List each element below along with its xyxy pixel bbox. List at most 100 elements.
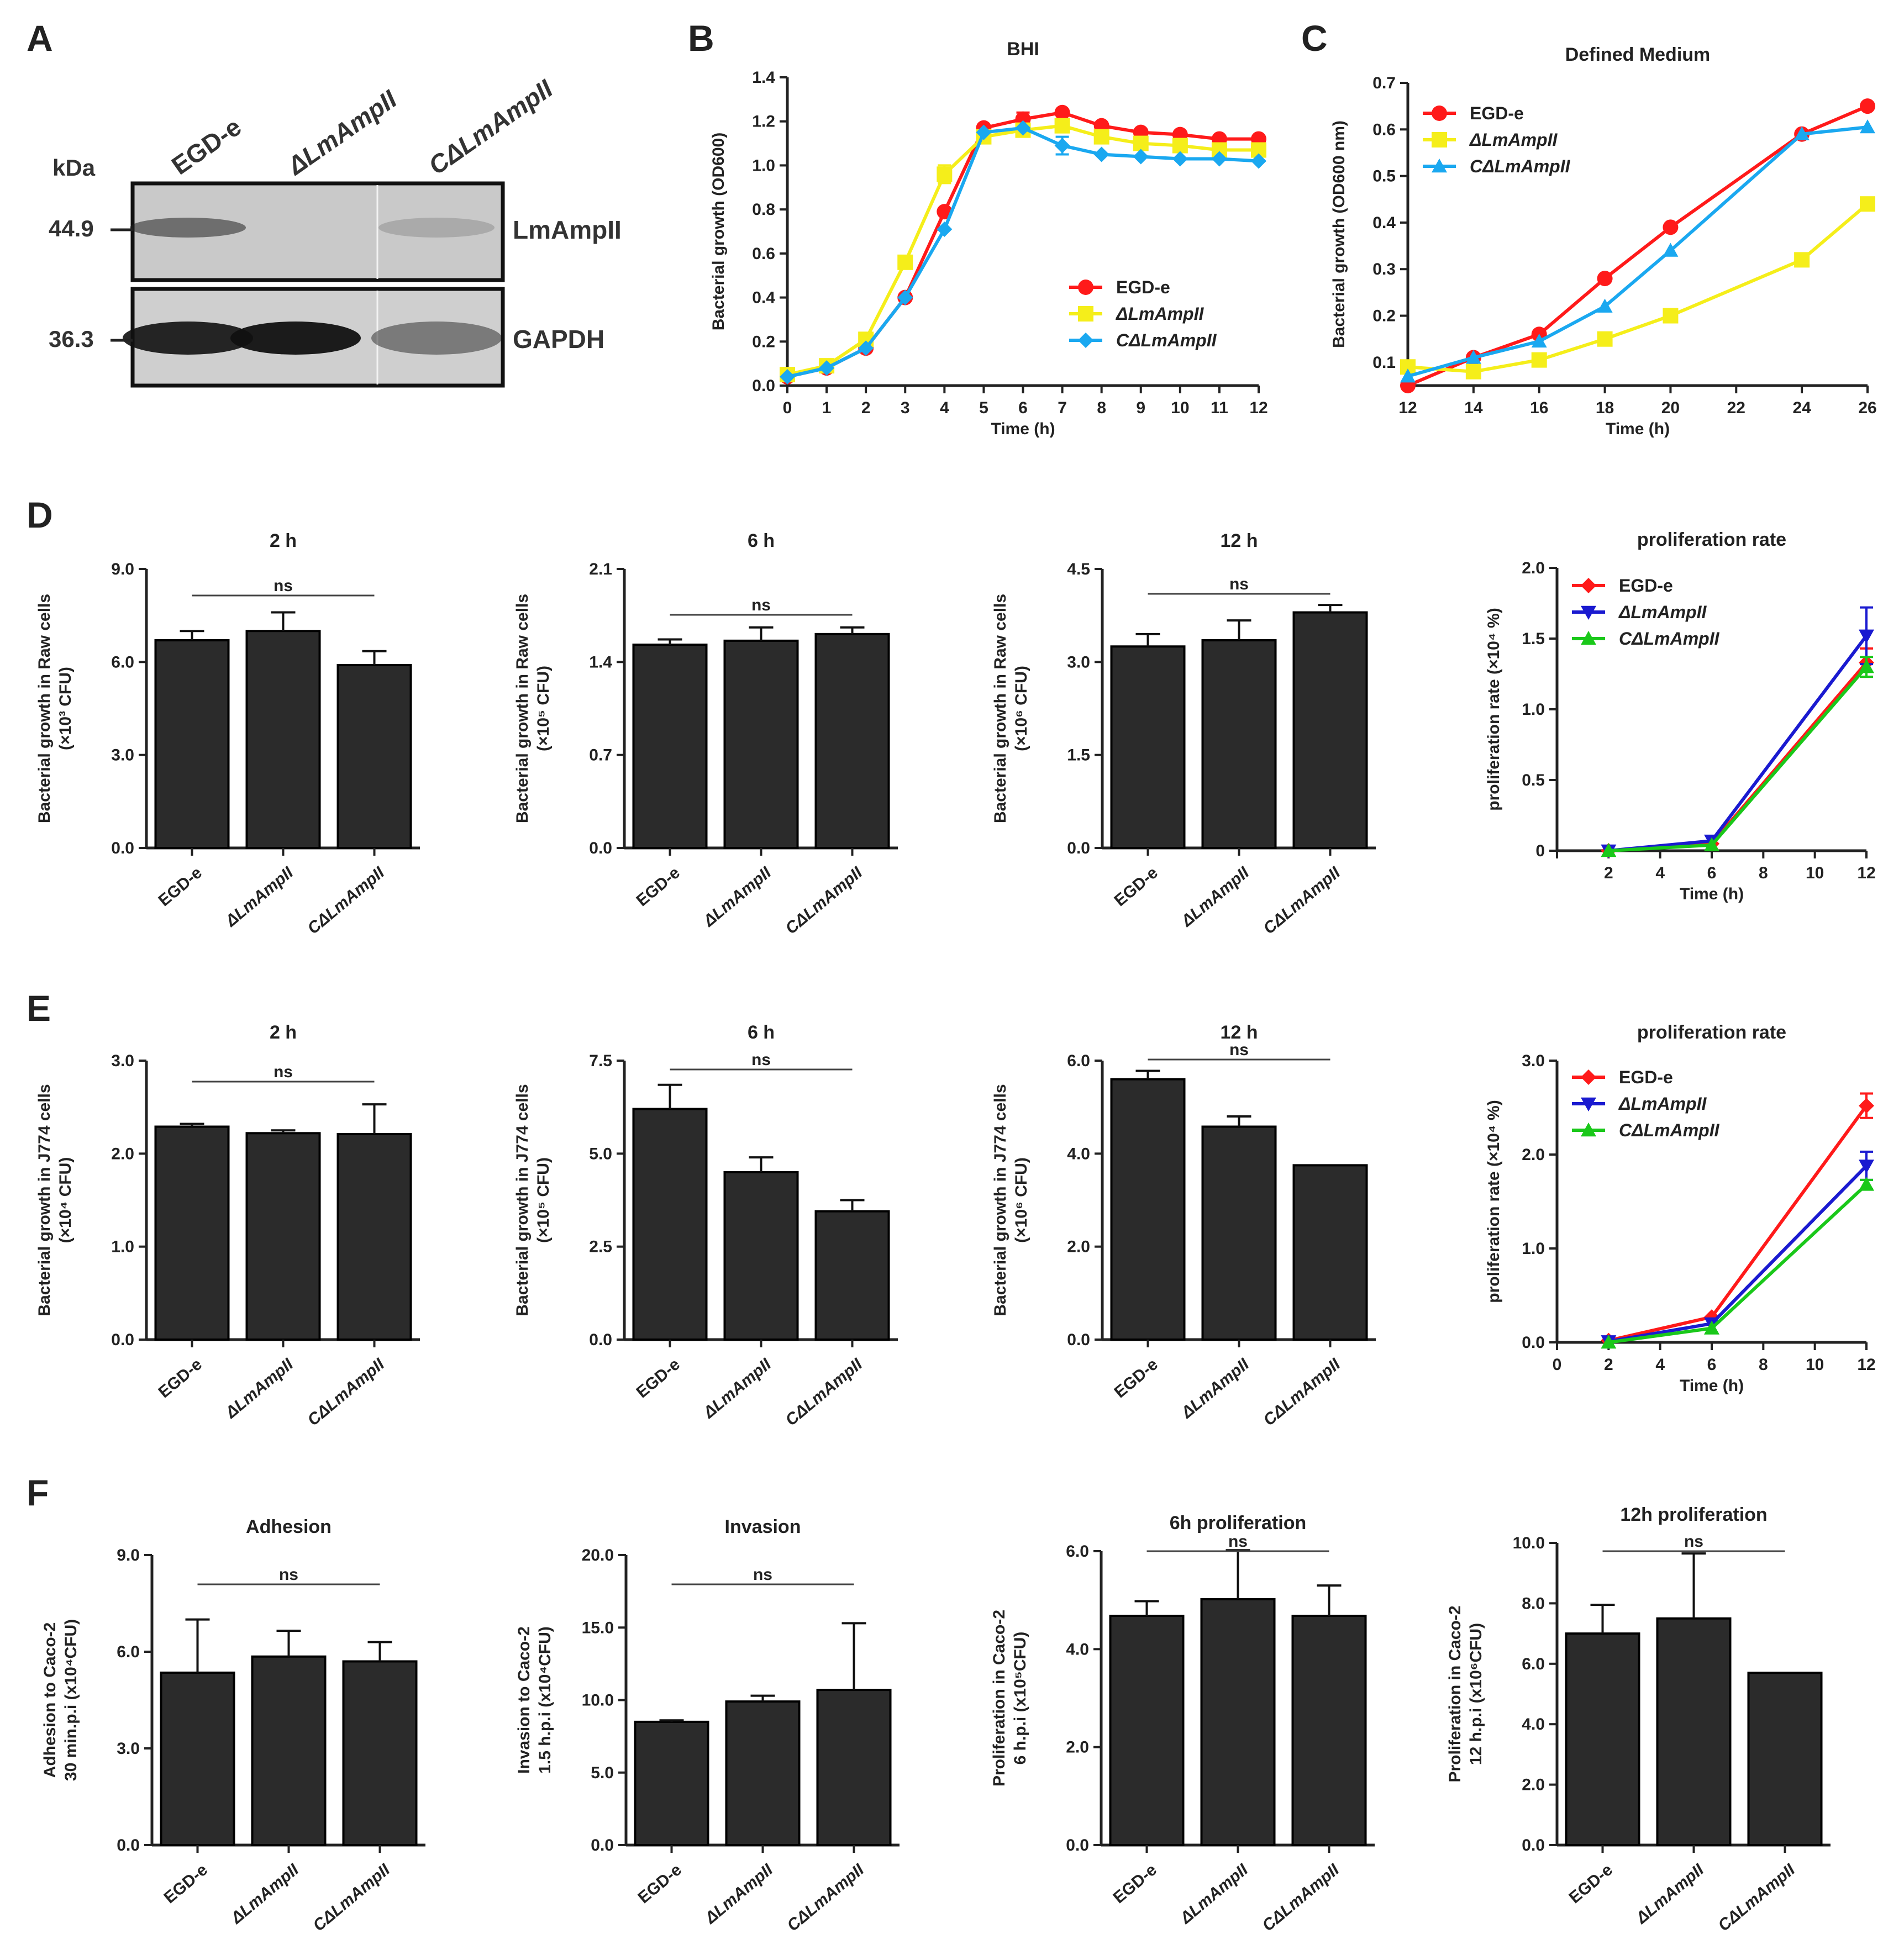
- panel-letter-f: F: [27, 1472, 49, 1513]
- legend-label: EGD-e: [1619, 576, 1673, 596]
- x-axis-label: Time (h): [1606, 420, 1670, 438]
- bar: [1110, 1078, 1186, 1341]
- legend-label: ΔLmAmpII: [1116, 304, 1204, 324]
- chart-title: 2 h: [270, 530, 297, 551]
- x-tick-label: 8: [1097, 399, 1106, 417]
- x-tick-label: 16: [1530, 399, 1548, 417]
- x-tick-label: CΔLmAmpII: [304, 1355, 388, 1430]
- y-tick-label: 9.0: [117, 1546, 140, 1564]
- significance-label: ns: [1684, 1532, 1703, 1551]
- western-blot: EGD-e ΔLmAmpII CΔLmAmpII kDa 44.9 36.3 L…: [49, 73, 622, 388]
- wb-band-gapdh: [230, 322, 361, 355]
- significance-label: ns: [1229, 575, 1249, 593]
- wb-band-gapdh: [123, 322, 253, 355]
- data-point: [1860, 119, 1875, 134]
- x-tick-label: EGD-e: [635, 1861, 685, 1907]
- chart-title: 6 h: [748, 1022, 775, 1043]
- y-tick-label: 0.0: [589, 839, 612, 857]
- x-tick-label: EGD-e: [1566, 1861, 1616, 1907]
- data-point: [1531, 352, 1547, 368]
- bar: [1110, 645, 1186, 850]
- data-point: [937, 222, 953, 238]
- legend-marker: [1432, 159, 1447, 173]
- y-axis-label: Invasion to Caco-2: [515, 1626, 533, 1774]
- wb-band-lmampii: [378, 218, 495, 238]
- y-axis-label: proliferation rate (×10⁴ %): [1485, 608, 1503, 810]
- bar: [336, 663, 412, 849]
- data-point: [1597, 331, 1613, 347]
- data-point: [1251, 153, 1266, 169]
- x-tick-label: 11: [1211, 399, 1228, 417]
- data-point: [897, 254, 913, 270]
- bar: [245, 630, 321, 849]
- x-tick-label: 0: [1553, 1356, 1562, 1374]
- y-axis-label: (×10⁵ CFU): [534, 666, 553, 751]
- y-tick-label: 0.0: [111, 1331, 134, 1349]
- data-point: [1133, 135, 1149, 151]
- chart-title: proliferation rate: [1637, 1022, 1786, 1043]
- chart-title: 12h proliferation: [1620, 1504, 1767, 1525]
- y-axis-label: (×10³ CFU): [56, 667, 75, 750]
- chart-f3: 6h proliferation 0.0 2.0 4.0 6.0 EGD-e ΔLmAmpI…: [990, 1513, 1375, 1935]
- y-tick-label: 0.0: [1067, 1331, 1090, 1349]
- data-point: [1859, 1160, 1874, 1174]
- data-point: [1093, 146, 1109, 162]
- x-tick-label: 5: [979, 399, 988, 417]
- wb-kda-label: kDa: [52, 155, 96, 181]
- series-line: [1608, 661, 1868, 852]
- panel-letter-b: B: [688, 18, 714, 59]
- x-tick-label: 3: [901, 399, 910, 417]
- series-line: [1407, 202, 1869, 373]
- x-tick-label: EGD-e: [1111, 863, 1161, 910]
- y-axis-label: Proliferation in Caco-2: [1446, 1605, 1464, 1782]
- x-tick-label: 8: [1759, 864, 1768, 882]
- x-tick-label: 6: [1707, 864, 1717, 882]
- y-tick-label: 5.0: [589, 1145, 612, 1163]
- y-tick-label: 1.0: [1522, 700, 1545, 719]
- chart-c: Defined Medium 0.1 0.2 0.3 0.4 0.5 0.6 0.7 12 14 1…: [1330, 44, 1877, 438]
- x-tick-label: 26: [1858, 399, 1876, 417]
- bar: [632, 644, 708, 849]
- x-tick-label: CΔLmAmpII: [1259, 1861, 1343, 1935]
- y-tick-label: 0: [1535, 842, 1545, 860]
- bar: [816, 1689, 892, 1846]
- y-tick-label: 0.0: [591, 1836, 614, 1854]
- data-point: [1015, 120, 1031, 136]
- chart-title: Defined Medium: [1565, 44, 1711, 65]
- legend-marker: [1581, 1097, 1596, 1111]
- data-point: [1859, 1177, 1874, 1191]
- y-axis-label: Bacterial growth (OD600): [709, 133, 728, 330]
- data-point: [1054, 118, 1070, 134]
- x-tick-label: 4: [940, 399, 949, 417]
- y-tick-label: 3.0: [111, 746, 134, 765]
- y-axis-label: Bacterial growth in J774 cells: [513, 1084, 532, 1316]
- x-tick-label: EGD-e: [633, 1355, 683, 1401]
- data-point: [1054, 138, 1070, 154]
- y-axis-label: 12 h.p.i (x10⁶CFU): [1467, 1623, 1485, 1765]
- y-tick-label: 3.0: [117, 1740, 140, 1758]
- x-tick-label: ΔLmAmpII: [1177, 1355, 1253, 1422]
- x-tick-label: CΔLmAmpII: [782, 863, 866, 938]
- y-tick-label: 0.0: [117, 1836, 140, 1854]
- y-axis-label: proliferation rate (×10⁴ %): [1485, 1100, 1503, 1303]
- x-tick-label: EGD-e: [1110, 1861, 1160, 1907]
- significance-label: ns: [273, 577, 293, 595]
- chart-d3: 12 h 0.0 1.5 3.0 4.5 EGD-e ΔLmAmpII CΔLmAmpII ns…: [991, 530, 1376, 938]
- y-axis-label: (×10⁴ CFU): [56, 1157, 75, 1243]
- chart-d2: 6 h 0.0 0.7 1.4 2.1 EGD-e ΔLmAmpII CΔLmAmpII ns B…: [513, 530, 898, 938]
- data-point: [1597, 298, 1613, 313]
- chart-e3: 12 h 0.0 2.0 4.0 6.0 EGD-e ΔLmAmpII CΔLmAmpII ns…: [991, 1022, 1376, 1430]
- bar: [1201, 1125, 1277, 1341]
- y-tick-label: 4.0: [1067, 1145, 1090, 1163]
- chart-e2: 6 h 0.0 2.5 5.0 7.5 EGD-e ΔLmAmpII CΔLmAmpII ns B…: [513, 1022, 898, 1430]
- y-tick-label: 15.0: [582, 1619, 614, 1637]
- y-tick-label: 4.5: [1067, 560, 1090, 578]
- y-tick-label: 3.0: [1522, 1052, 1545, 1070]
- y-tick-label: 0.0: [752, 377, 775, 395]
- legend-marker: [1432, 106, 1447, 121]
- y-tick-label: 0.0: [1067, 839, 1090, 857]
- bar: [154, 1125, 230, 1341]
- legend-label: EGD-e: [1470, 103, 1524, 123]
- y-axis-label: Bacterial growth in J774 cells: [35, 1084, 54, 1316]
- bar: [336, 1132, 412, 1341]
